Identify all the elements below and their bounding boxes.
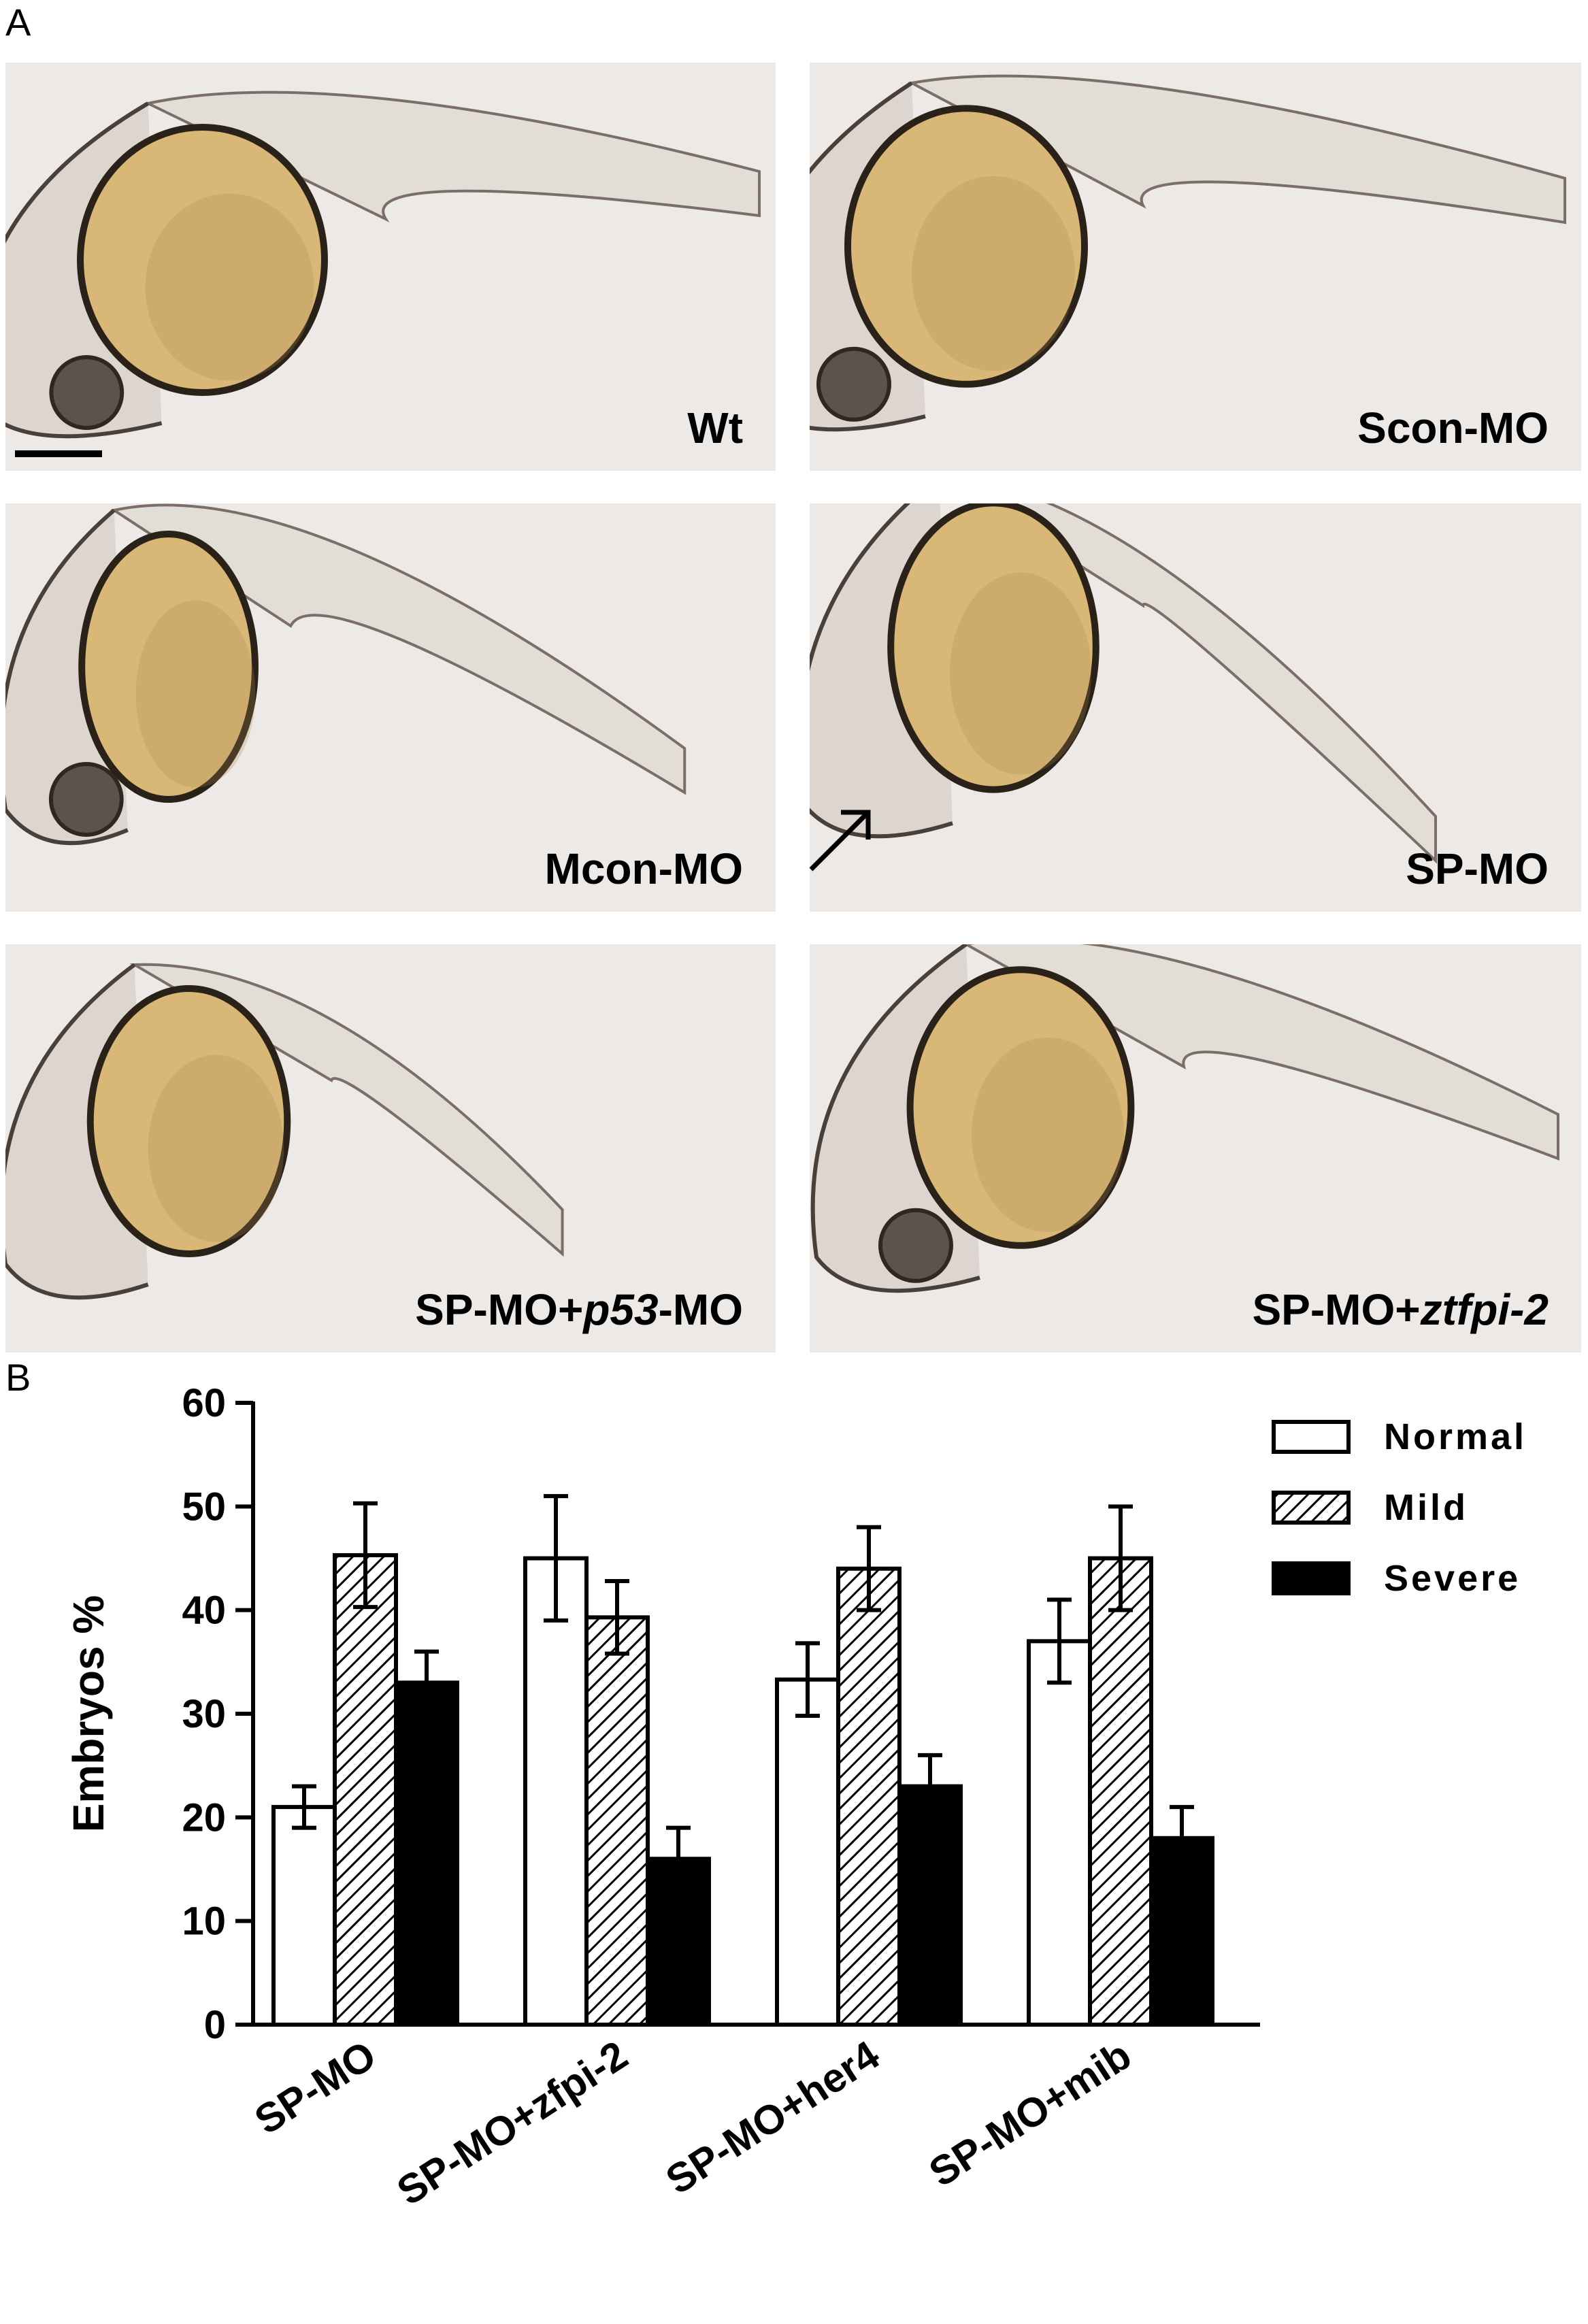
embryo-image-sp-mo-p53-mo: SP-MO+p53-MO: [5, 944, 776, 1352]
x-category-label: SP-MO+her4: [658, 2031, 888, 2203]
embryo-drawing: [5, 503, 687, 846]
embryo-image-sp-mo-ztfpi-2: SP-MO+ztfpi-2: [810, 944, 1581, 1352]
legend-label: Severe: [1384, 1558, 1521, 1599]
bar: [1088, 1556, 1153, 2027]
bar: [836, 1566, 901, 2027]
y-tick-label: 10: [182, 1899, 226, 1944]
y-axis-title: Embryos %: [64, 1595, 113, 1833]
x-category-label: SP-MO+zfpi-2: [389, 2032, 635, 2214]
legend-swatch: [1272, 1491, 1351, 1525]
arrow-icon: [809, 810, 871, 872]
embryo-label: SP-MO+ztfpi-2: [1252, 1285, 1549, 1334]
bar: [394, 1680, 459, 2027]
embryo-label: SP-MO+p53-MO: [415, 1285, 743, 1334]
embryo-image-wt: Wt: [5, 63, 776, 471]
panel-b-letter: B: [5, 1356, 31, 1399]
y-tick-label: 50: [182, 1484, 226, 1529]
embryo-image-scon-mo: Scon-MO: [810, 63, 1581, 471]
x-category-label: SP-MO: [247, 2032, 384, 2143]
legend-swatch: [1272, 1420, 1351, 1454]
x-category-label: SP-MO+mib: [921, 2032, 1139, 2195]
y-tick-label: 60: [182, 1381, 226, 1425]
scale-bar: [15, 450, 102, 457]
legend-label: Normal: [1384, 1416, 1527, 1457]
embryo-drawing: [810, 74, 1566, 432]
y-tick-label: 20: [182, 1795, 226, 1840]
embryo-drawing: [810, 503, 1437, 864]
bar: [584, 1615, 650, 2027]
bar: [1027, 1639, 1092, 2027]
y-tick-label: 40: [182, 1589, 226, 1633]
bar: [775, 1677, 840, 2027]
embryo-image-sp-mo: SP-MO: [810, 503, 1581, 912]
bar: [271, 1805, 337, 2027]
legend-label: Mild: [1384, 1487, 1468, 1528]
panel-a-letter: A: [5, 1, 31, 44]
embryo-label: Scon-MO: [1357, 403, 1549, 452]
embryo-drawing: [5, 963, 564, 1300]
y-tick-label: 0: [204, 2003, 226, 2047]
bar: [523, 1556, 589, 2027]
embryo-image-mcon-mo: Mcon-MO: [5, 503, 776, 912]
embryo-drawing: [810, 944, 1559, 1293]
legend-swatch: [1272, 1561, 1351, 1595]
embryo-label: Mcon-MO: [544, 844, 744, 893]
y-tick-label: 30: [182, 1692, 226, 1736]
embryo-label: Wt: [687, 403, 743, 452]
embryo-drawing: [5, 90, 761, 439]
embryo-label: SP-MO: [1406, 844, 1549, 893]
bar: [897, 1784, 963, 2027]
bar: [333, 1553, 398, 2027]
